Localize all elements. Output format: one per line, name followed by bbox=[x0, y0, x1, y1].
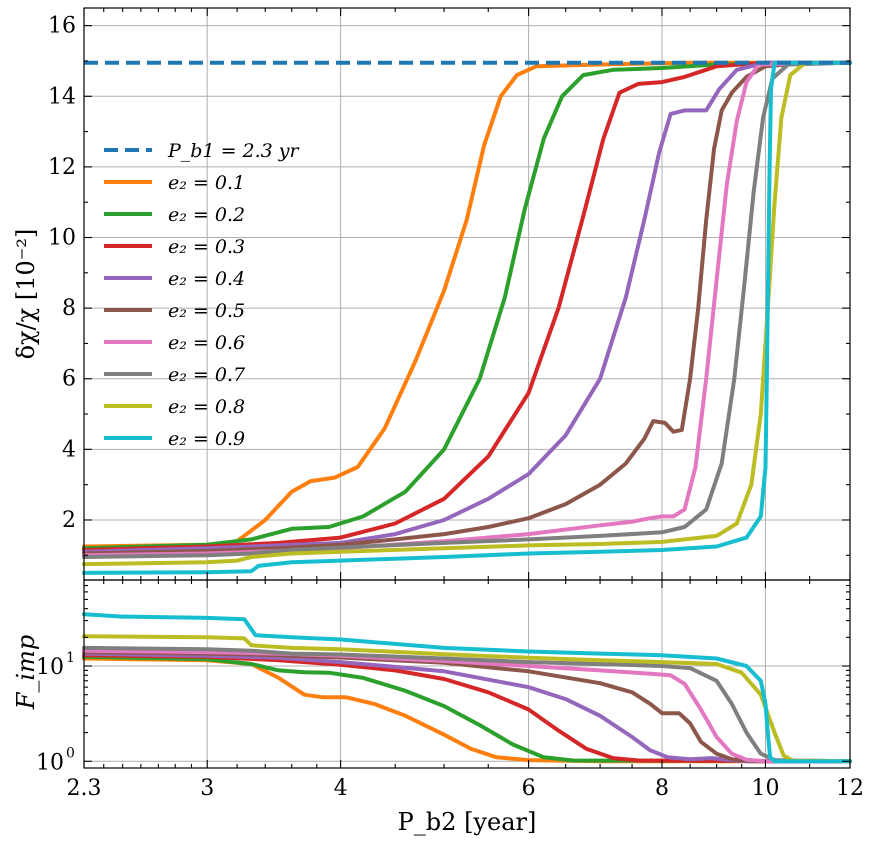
x-tick-label-3: 6 bbox=[522, 776, 536, 801]
top-series-line-7 bbox=[82, 60, 852, 567]
x-tick-label-4: 8 bbox=[655, 776, 669, 801]
legend: P_b1 = 2.3 yr e₂ = 0.1 e₂ = 0.2 e₂ = 0.3 e₂ … bbox=[104, 140, 301, 450]
bottom-y-tick-label-1: 10 bbox=[36, 655, 64, 680]
top-y-tick-label-5: 12 bbox=[48, 155, 76, 180]
bottom-series-line-3 bbox=[82, 651, 852, 764]
bottom-series-line-7 bbox=[82, 634, 852, 764]
legend-label-4: e₂ = 0.4 bbox=[168, 268, 245, 290]
top-y-tick-label-7: 16 bbox=[48, 14, 76, 39]
bottom-series-line-8 bbox=[82, 612, 852, 764]
top-series-line-3 bbox=[82, 60, 852, 554]
top-y-tick-label-0: 2 bbox=[62, 508, 76, 533]
top-series-line-0 bbox=[82, 60, 852, 549]
bottom-panel-series bbox=[82, 612, 852, 764]
legend-label-3: e₂ = 0.3 bbox=[168, 236, 245, 258]
x-tick-label-1: 3 bbox=[200, 776, 214, 801]
bottom-y-tick-exponent-1: 1 bbox=[66, 650, 75, 666]
bottom-series-line-6 bbox=[82, 645, 852, 764]
bottom-series-line-1 bbox=[82, 654, 852, 764]
legend-label-2: e₂ = 0.2 bbox=[168, 204, 245, 226]
top-panel-series bbox=[82, 60, 852, 575]
top-y-axis-label: δχ/χ [10⁻²] bbox=[12, 229, 40, 360]
legend-label-9: e₂ = 0.9 bbox=[168, 428, 245, 450]
top-series-line-4 bbox=[82, 60, 852, 556]
x-tick-labels: 2.3 3 4 6 8 10 12 bbox=[67, 776, 865, 801]
top-series-line-1 bbox=[82, 60, 852, 551]
top-panel-ticks bbox=[83, 8, 851, 580]
bottom-y-axis-label: F_imp bbox=[12, 635, 40, 710]
top-series-line-2 bbox=[82, 60, 852, 552]
bottom-y-tick-exponent-0: 0 bbox=[66, 745, 75, 761]
top-y-tick-label-2: 6 bbox=[62, 367, 76, 392]
legend-label-1: e₂ = 0.1 bbox=[168, 172, 245, 194]
top-series-line-8 bbox=[82, 60, 852, 575]
legend-label-5: e₂ = 0.5 bbox=[168, 300, 245, 322]
top-series-line-6 bbox=[82, 60, 852, 559]
top-y-tick-label-1: 4 bbox=[62, 437, 76, 462]
bottom-panel-frame bbox=[83, 579, 851, 769]
top-y-tick-labels: 2 4 6 8 10 12 14 16 bbox=[48, 14, 76, 533]
top-y-tick-label-3: 8 bbox=[62, 296, 76, 321]
bottom-series-line-2 bbox=[82, 653, 852, 764]
legend-label-7: e₂ = 0.7 bbox=[168, 364, 246, 386]
x-axis-label: P_b2 [year] bbox=[398, 808, 537, 836]
x-tick-label-5: 10 bbox=[751, 776, 779, 801]
x-tick-label-6: 12 bbox=[836, 776, 864, 801]
bottom-series-line-0 bbox=[82, 656, 852, 764]
legend-label-0: P_b1 = 2.3 yr bbox=[167, 140, 301, 162]
x-tick-label-2: 4 bbox=[334, 776, 348, 801]
legend-label-8: e₂ = 0.8 bbox=[168, 396, 245, 418]
legend-label-6: e₂ = 0.6 bbox=[168, 332, 245, 354]
top-y-tick-label-6: 14 bbox=[48, 84, 76, 109]
top-y-tick-label-4: 10 bbox=[48, 226, 76, 251]
bottom-panel-ticks bbox=[83, 580, 851, 768]
x-tick-label-0: 2.3 bbox=[67, 776, 102, 801]
bottom-y-tick-label-0: 10 bbox=[36, 750, 64, 775]
top-panel-grid bbox=[83, 8, 851, 580]
